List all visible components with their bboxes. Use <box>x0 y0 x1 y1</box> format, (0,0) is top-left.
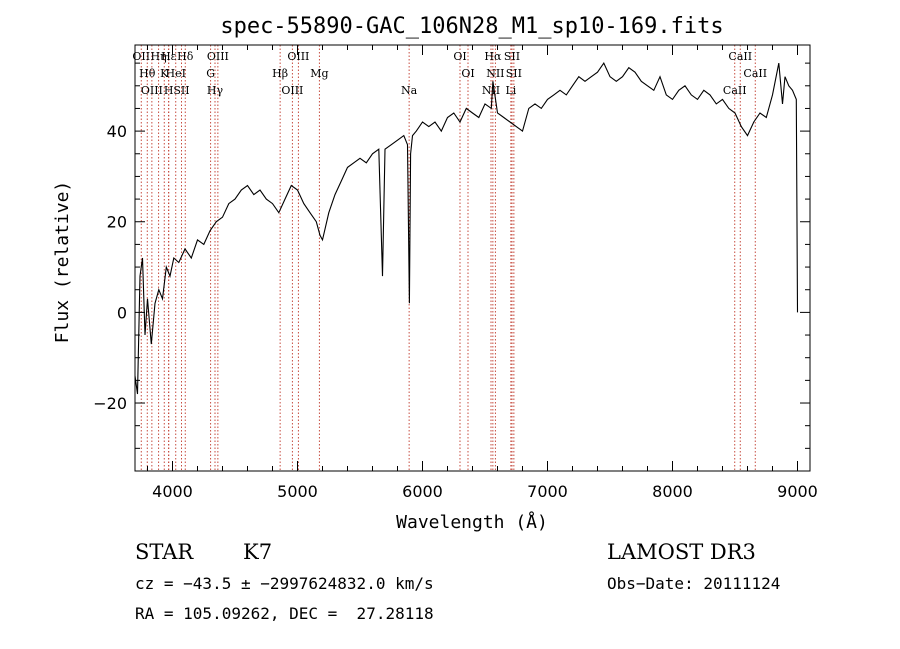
line-label: Hα <box>484 50 502 63</box>
plot-frame <box>134 44 811 472</box>
spectral-line-labels: OII Hθ OIII Hη KH Hε HeI SII Hδ G Hγ OIII Hβ OIII OIII… <box>132 50 767 97</box>
ra-dec: RA = 105.09262, DEC = 27.28118 <box>135 604 434 623</box>
x-axis: 4000 5000 6000 7000 8000 9000 <box>147 45 818 501</box>
y-axis: −20 0 20 40 <box>93 62 810 449</box>
line-label: OIII <box>141 84 163 97</box>
x-tick-label: 6000 <box>402 482 443 501</box>
line-label: SII <box>173 84 189 97</box>
line-label: Na <box>401 84 418 97</box>
x-axis-label: Wavelength (Å) <box>396 511 548 533</box>
line-label: OIII <box>287 50 309 63</box>
obs-date: Obs−Date: 20111124 <box>607 574 781 593</box>
line-label: G <box>206 67 215 80</box>
line-label: H <box>164 84 174 97</box>
spectral-line-markers <box>140 45 756 471</box>
y-tick-label: 20 <box>107 213 127 232</box>
line-label: NII <box>486 67 504 80</box>
line-label: OIII <box>281 84 303 97</box>
x-tick-label: 8000 <box>652 482 693 501</box>
line-label: CaII <box>728 50 752 63</box>
line-label: SII <box>506 67 522 80</box>
survey-label: LAMOST DR3 <box>607 540 756 564</box>
x-tick-label: 9000 <box>777 482 818 501</box>
line-label: Mg <box>310 67 328 80</box>
chart-title: spec-55890-GAC_106N28_M1_sp10-169.fits <box>220 14 723 39</box>
y-axis-label: Flux (relative) <box>52 181 73 344</box>
line-label: Hε <box>161 50 177 63</box>
line-label: Hθ <box>139 67 156 80</box>
line-label: SII <box>504 50 520 63</box>
line-label: OII <box>132 50 150 63</box>
line-label: Hδ <box>177 50 194 63</box>
object-subclass: K7 <box>243 540 273 564</box>
line-label: Li <box>505 84 516 97</box>
y-tick-label: −20 <box>93 394 127 413</box>
line-label: NII <box>482 84 500 97</box>
object-class: STAR <box>135 540 194 564</box>
x-tick-label: 7000 <box>527 482 568 501</box>
x-tick-label: 4000 <box>152 482 193 501</box>
line-label: CaII <box>743 67 767 80</box>
line-label: HeI <box>166 67 186 80</box>
line-label: OI <box>461 67 474 80</box>
line-label: OI <box>453 50 466 63</box>
line-label: Hγ <box>207 84 224 97</box>
line-label: OIII <box>207 50 229 63</box>
line-label: K <box>160 67 169 80</box>
line-label: CaII <box>723 84 747 97</box>
line-label: Hβ <box>272 67 288 80</box>
x-tick-label: 5000 <box>277 482 318 501</box>
redshift-cz: cz = −43.5 ± −2997624832.0 km/s <box>135 574 434 593</box>
y-tick-label: 0 <box>117 303 127 322</box>
flux-series-line <box>134 61 799 395</box>
y-tick-label: 40 <box>107 122 127 141</box>
line-label: Hη <box>151 50 167 63</box>
